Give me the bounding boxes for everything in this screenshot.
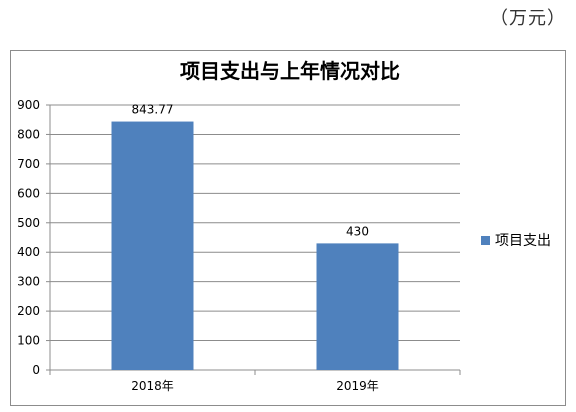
legend-swatch xyxy=(481,236,490,245)
y-tick-label: 400 xyxy=(17,245,40,259)
x-tick-label: 2019年 xyxy=(336,379,379,393)
data-label: 430 xyxy=(346,224,369,238)
y-tick-label: 300 xyxy=(17,275,40,289)
y-tick-label: 600 xyxy=(17,186,40,200)
y-tick-label: 100 xyxy=(17,334,40,348)
bar xyxy=(111,121,194,370)
chart-frame xyxy=(10,50,566,406)
y-tick-label: 800 xyxy=(17,127,40,141)
data-labels: 843.77 430 xyxy=(132,103,369,239)
legend: 项目支出 xyxy=(481,233,551,249)
y-tick-label: 700 xyxy=(17,157,40,171)
y-tick-label: 0 xyxy=(32,363,40,377)
axes: 0 100 200 300 400 500 600 700 800 900 2018年 2019年 xyxy=(17,98,461,393)
data-label: 843.77 xyxy=(132,103,174,117)
bar xyxy=(316,243,399,370)
legend-label: 项目支出 xyxy=(495,233,551,249)
y-tick-label: 200 xyxy=(17,304,40,318)
x-tick-label: 2018年 xyxy=(131,379,174,393)
y-tick-label: 900 xyxy=(17,98,40,112)
chart-title: 项目支出与上年情况对比 xyxy=(180,59,400,83)
bars xyxy=(111,121,399,370)
y-tick-label: 500 xyxy=(17,216,40,230)
unit-label: （万元） xyxy=(490,8,566,29)
